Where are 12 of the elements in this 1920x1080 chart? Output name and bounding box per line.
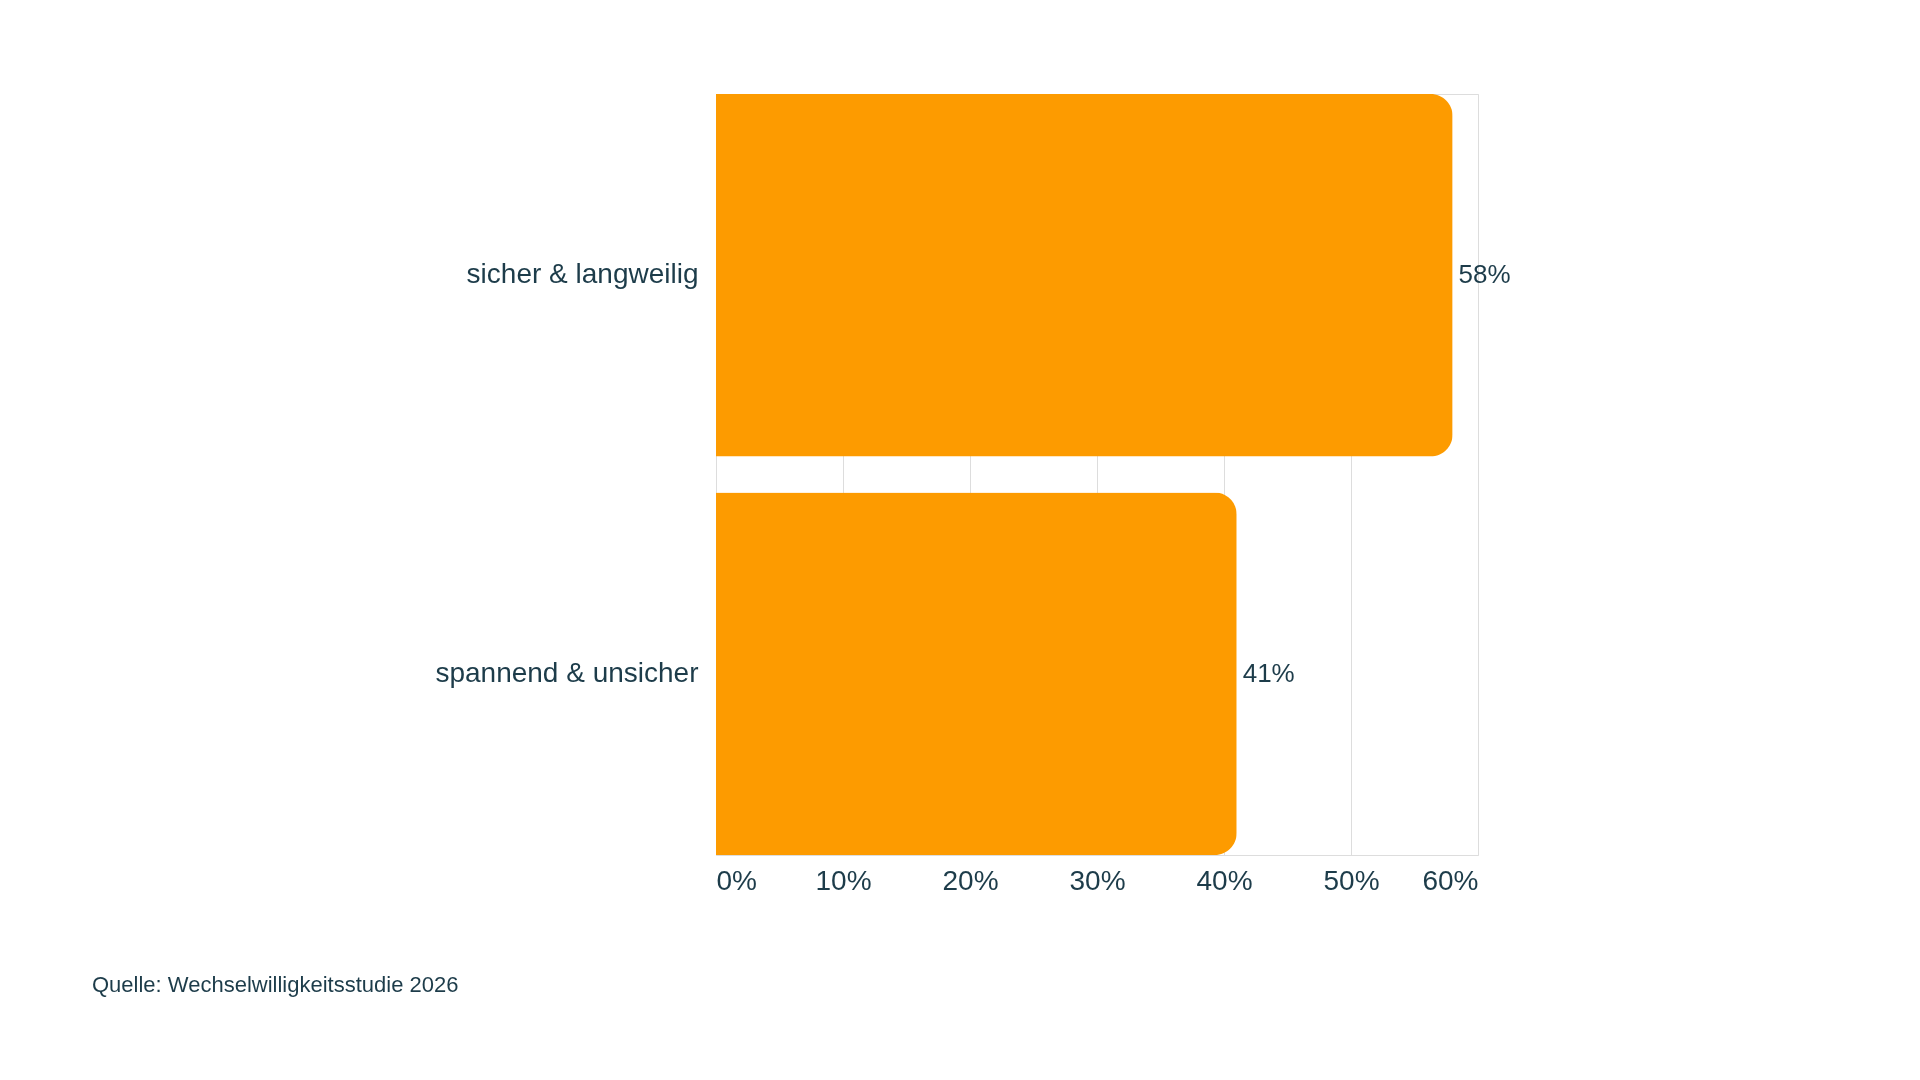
x-tick-label: 20% <box>942 864 999 896</box>
x-tick-label: 10% <box>815 864 872 896</box>
x-tick-label: 60% <box>1422 864 1479 896</box>
x-tick-label: 40% <box>1196 864 1253 896</box>
x-tick-label: 0% <box>716 864 757 896</box>
y-tick-label: sicher & langweilig <box>466 258 699 290</box>
data-label: 58% <box>1458 259 1511 290</box>
x-tick-label: 30% <box>1069 864 1126 896</box>
y-tick-label: spannend & unsicher <box>435 656 699 688</box>
data-label: 41% <box>1242 657 1295 688</box>
source-note: Quelle: Wechselwilligkeitsstudie 2026 <box>92 972 459 997</box>
x-tick-label: 50% <box>1323 864 1380 896</box>
